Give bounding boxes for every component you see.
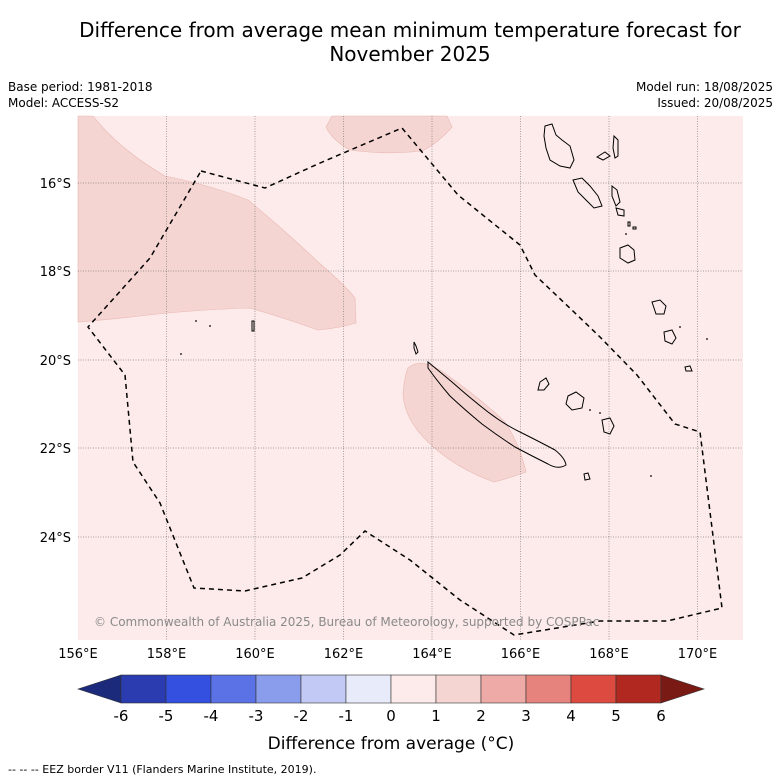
lon-label-160e: 160°E: [235, 647, 275, 662]
colorbar-tick-label: 6: [656, 707, 666, 725]
colorbar-tick-label: -6: [114, 707, 129, 725]
copyright-notice: © Commonwealth of Australia 2025, Bureau…: [94, 615, 599, 629]
eez-footnote: -- -- -- EEZ border V11 (Flanders Marine…: [8, 763, 317, 776]
belep-islands: [413, 341, 419, 355]
colorbar-cell: [480, 674, 527, 704]
gridlines: [78, 116, 743, 640]
lon-label-168e: 168°E: [589, 647, 629, 662]
vanuatu-tanna: [663, 329, 677, 345]
colorbar-tick-label: -5: [159, 707, 174, 725]
colorbar-labels: -6 -5 -4 -3 -2 -1 0 1 2 3 4 5 6: [114, 707, 666, 725]
colorbar-cell: [300, 674, 347, 704]
vanuatu-ambae: [595, 151, 611, 161]
anomaly-region-new-caledonia: [402, 363, 527, 483]
colorbar-tick-label: -2: [294, 707, 309, 725]
anomaly-region-west: [77, 115, 357, 331]
longitude-labels: 156°E 158°E 160°E 162°E 164°E 166°E 168°…: [58, 647, 717, 662]
colorbar-cell: [570, 674, 617, 704]
lon-label-158e: 158°E: [147, 647, 187, 662]
small-islets: [180, 233, 708, 477]
issued-date: Issued: 20/08/2025: [657, 96, 773, 110]
meta-left: Base period: 1981-2018 Model: ACCESS-S2: [8, 79, 153, 111]
colorbar-tick-label: 3: [521, 707, 531, 725]
chart-title: Difference from average mean minimum tem…: [40, 18, 780, 66]
colorbar-title: Difference from average (°C): [268, 734, 515, 754]
colorbar: -6 -5 -4 -3 -2 -1 0 1 2 3 4 5 6 Difference from aver…: [77, 674, 705, 754]
lat-label-22s: 22°S: [40, 442, 71, 457]
vanuatu-efate: [619, 244, 636, 264]
coastlines: [251, 123, 693, 481]
colorbar-cell: [435, 674, 482, 704]
lon-label-166e: 166°E: [501, 647, 541, 662]
lat-label-20s: 20°S: [40, 354, 71, 369]
model-run: Model run: 18/08/2025: [635, 80, 773, 94]
title-line-2: November 2025: [329, 42, 491, 66]
colorbar-cell: [525, 674, 572, 704]
lat-label-24s: 24°S: [40, 531, 71, 546]
lon-label-170e: 170°E: [678, 647, 718, 662]
colorbar-cell: [210, 674, 257, 704]
colorbar-extend-low: [77, 674, 122, 704]
vanuatu-epi: [615, 207, 625, 217]
base-period: Base period: 1981-2018: [8, 80, 153, 94]
lat-label-16s: 16°S: [40, 177, 71, 192]
colorbar-tick-label: -4: [204, 707, 219, 725]
lon-label-156e: 156°E: [58, 647, 98, 662]
colorbar-cell: [615, 674, 662, 704]
lat-label-18s: 18°S: [40, 265, 71, 280]
anomaly-region-north: [325, 115, 453, 154]
colorbar-cell: [255, 674, 302, 704]
colorbar-cell: [390, 674, 437, 704]
colorbar-cell: [165, 674, 212, 704]
vanuatu-maewo: [612, 134, 619, 159]
vanuatu-aneityum: [684, 365, 693, 372]
colorbar-tick-label: 5: [611, 707, 621, 725]
colorbar-cell: [120, 674, 167, 704]
model-name: Model: ACCESS-S2: [8, 96, 120, 110]
colorbar-cells: [120, 674, 662, 704]
meta-right: Model run: 18/08/2025 Issued: 20/08/2025: [636, 79, 773, 111]
lon-label-164e: 164°E: [412, 647, 452, 662]
vanuatu-erromango: [651, 299, 667, 315]
latitude-labels: 16°S 18°S 20°S 22°S 24°S: [40, 177, 71, 546]
colorbar-tick-label: 4: [566, 707, 576, 725]
colorbar-tick-label: 0: [386, 707, 396, 725]
colorbar-extend-high: [660, 674, 705, 704]
colorbar-cell: [345, 674, 392, 704]
vanuatu-pentecost: [611, 184, 621, 207]
colorbar-tick-label: -3: [249, 707, 264, 725]
loyalty-islands-ouvea: [537, 377, 550, 391]
lon-label-162e: 162°E: [324, 647, 364, 662]
vanuatu-malakula: [572, 177, 603, 209]
new-caledonia-mainland: [427, 360, 567, 468]
islet-1: [251, 320, 255, 332]
title-line-1: Difference from average mean minimum tem…: [79, 18, 741, 42]
colorbar-tick-label: 1: [431, 707, 441, 725]
islet-3: [632, 226, 637, 230]
eez-border: [87, 127, 723, 636]
loyalty-islands-mare: [601, 417, 615, 435]
colorbar-tick-label: 2: [476, 707, 486, 725]
isle-of-pines: [583, 472, 591, 481]
loyalty-islands-lifou: [565, 391, 585, 411]
vanuatu-espiritu-santo: [543, 123, 575, 169]
colorbar-tick-label: -1: [339, 707, 354, 725]
islet-2: [627, 221, 631, 227]
